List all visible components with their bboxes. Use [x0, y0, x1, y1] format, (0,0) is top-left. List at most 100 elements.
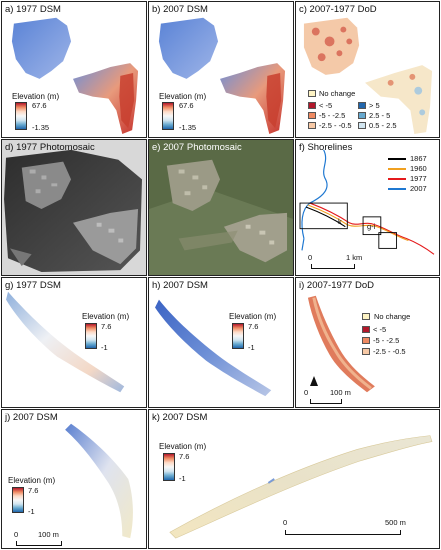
panel-h-2007-dsm: h) 2007 DSM Elevation (m) 7.6 -1 — [148, 277, 294, 408]
dsm-map-2007 — [158, 17, 286, 135]
colorbar-min: -1 — [28, 507, 35, 516]
panel-e-2007-photomosaic: e) 2007 Photomosaic — [148, 139, 294, 276]
no-change-swatch — [362, 313, 370, 320]
scale-start: 0 — [283, 518, 288, 527]
panel-c-title: c) 2007-1977 DoD — [299, 4, 377, 15]
elevation-colorbar — [15, 102, 27, 130]
legend-title: Elevation (m) — [82, 312, 130, 321]
legend-swatch — [362, 337, 370, 344]
colorbar-min: -1.35 — [32, 123, 50, 132]
box-g-label: g-i — [367, 222, 376, 231]
panel-i-title: i) 2007-1977 DoD — [299, 280, 374, 291]
colorbar-max: 67.6 — [32, 101, 47, 110]
legend-swatch — [362, 326, 370, 333]
colorbar-min: -1 — [179, 474, 186, 483]
no-change-label: No change — [319, 89, 356, 98]
elevation-colorbar — [163, 453, 175, 481]
no-change-label: No change — [374, 312, 411, 321]
panel-b-2007-dsm: b) 2007 DSM Elevation (m) 67.6 -1.35 — [148, 1, 294, 138]
panel-i-dod: i) 2007-1977 DoD No change < -5 -5 - -2.5… — [295, 277, 440, 408]
legend-title: Elevation (m) — [159, 92, 207, 101]
panel-c-dod: c) 2007-1977 DoD No change < -5 -5 - -2.5… — [295, 1, 440, 138]
panel-f-shorelines: f) Shorelines k g-i 1867 1960 1977 2007 0 1… — [295, 139, 440, 276]
elevation-colorbar — [232, 323, 244, 349]
legend-swatch — [362, 348, 370, 355]
legend-label: -5 - -2.5 — [319, 111, 346, 120]
colorbar-min: -1 — [101, 343, 108, 352]
photomosaic-2007 — [149, 140, 293, 275]
box-k-label: k — [338, 217, 342, 226]
colorbar-max: 7.6 — [28, 486, 39, 495]
panel-g-1977-dsm: g) 1977 DSM Elevation (m) 7.6 -1 — [1, 277, 147, 408]
dsm-detail-j — [65, 423, 133, 539]
legend-label: -2.5 - -0.5 — [373, 347, 406, 356]
legend-title: Elevation (m) — [159, 442, 207, 451]
scale-start: 0 — [14, 530, 19, 539]
legend-line — [388, 178, 406, 180]
legend-label: 2007 — [410, 184, 427, 193]
legend-label: -5 - -2.5 — [373, 336, 400, 345]
elevation-colorbar — [85, 323, 97, 349]
legend-label: < -5 — [373, 325, 387, 334]
legend-swatch — [358, 102, 366, 109]
colorbar-max: 67.6 — [179, 101, 194, 110]
scale-end: 1 km — [346, 253, 363, 262]
scale-bar — [16, 541, 62, 546]
legend-swatch — [358, 112, 366, 119]
legend-title: Elevation (m) — [12, 92, 60, 101]
scale-bar — [311, 264, 355, 269]
scale-bar — [310, 399, 342, 404]
legend-label: 1977 — [410, 174, 427, 183]
legend-title: Elevation (m) — [229, 312, 277, 321]
legend-swatch — [308, 112, 316, 119]
scale-start: 0 — [304, 388, 309, 397]
dsm-detail-2007 — [155, 299, 272, 397]
colorbar-max: 7.6 — [179, 452, 190, 461]
panel-k-title: k) 2007 DSM — [152, 412, 208, 423]
dod-detail — [307, 295, 375, 393]
legend-label: 1960 — [410, 164, 427, 173]
colorbar-max: 7.6 — [101, 322, 112, 331]
panel-e-title: e) 2007 Photomosaic — [152, 142, 242, 153]
legend-swatch — [358, 122, 366, 129]
colorbar-min: -1.35 — [179, 123, 197, 132]
panel-a-1977-dsm: a) 1977 DSM Elevation (m) 67.6 -1.35 — [1, 1, 147, 138]
scale-end: 500 m — [385, 518, 406, 527]
colorbar-max: 7.6 — [248, 322, 259, 331]
legend-line — [388, 168, 406, 170]
panel-g-title: g) 1977 DSM — [5, 280, 61, 291]
legend-label: 2.5 - 5 — [369, 111, 391, 120]
legend-label: -2.5 - -0.5 — [319, 121, 352, 130]
scale-start: 0 — [308, 253, 313, 262]
legend-label: 1867 — [410, 154, 427, 163]
no-change-swatch — [308, 90, 316, 97]
legend-line — [388, 158, 406, 160]
scale-end: 100 m — [38, 530, 59, 539]
panel-k-2007-dsm: k) 2007 DSM Elevation (m) 7.6 -1 0 500 m — [148, 409, 440, 549]
legend-title: Elevation (m) — [8, 476, 56, 485]
scale-bar — [285, 530, 401, 535]
north-arrow-icon — [310, 376, 318, 386]
legend-swatch — [308, 122, 316, 129]
photomosaic-1977 — [4, 149, 142, 273]
legend-line — [388, 188, 406, 190]
dod-map — [303, 17, 433, 135]
panel-j-title: j) 2007 DSM — [5, 412, 58, 423]
elevation-colorbar — [12, 487, 24, 513]
panel-j-2007-dsm: j) 2007 DSM Elevation (m) 7.6 -1 0 100 m — [1, 409, 147, 549]
panel-a-title: a) 1977 DSM — [5, 4, 61, 15]
panel-f-title: f) Shorelines — [299, 142, 353, 153]
legend-swatch — [308, 102, 316, 109]
elevation-colorbar — [162, 102, 174, 130]
scale-end: 100 m — [330, 388, 351, 397]
panel-b-title: b) 2007 DSM — [152, 4, 208, 15]
panel-h-title: h) 2007 DSM — [152, 280, 208, 291]
dsm-detail-1977 — [6, 291, 125, 393]
legend-label: 0.5 - 2.5 — [369, 121, 397, 130]
legend-label: < -5 — [319, 101, 333, 110]
panel-d-1977-photomosaic: d) 1977 Photomosaic — [1, 139, 147, 276]
dsm-detail-k — [169, 435, 433, 539]
panel-d-title: d) 1977 Photomosaic — [5, 142, 95, 153]
dsm-map-1977 — [11, 17, 139, 135]
legend-label: > 5 — [369, 101, 380, 110]
